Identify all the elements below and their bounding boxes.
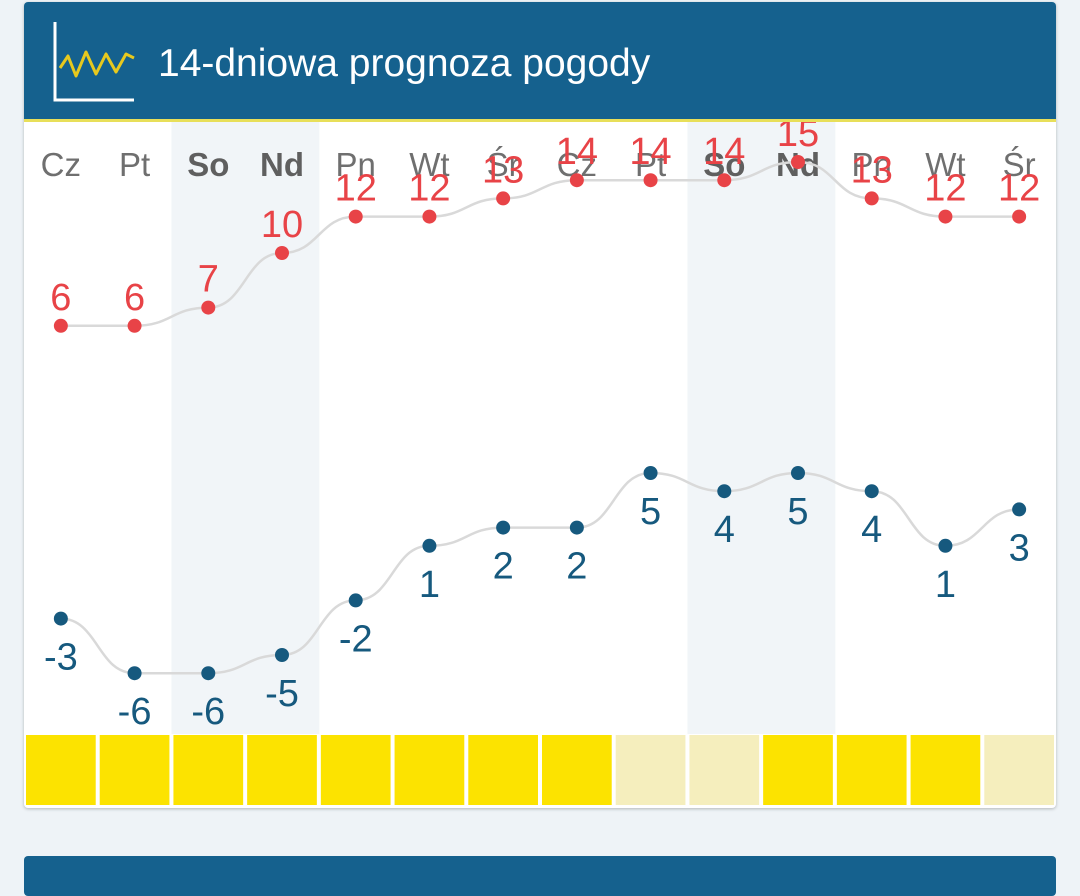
high-temp-label: 7 bbox=[198, 259, 219, 301]
low-temp-label: 3 bbox=[1009, 527, 1030, 569]
high-temp-point bbox=[569, 173, 584, 188]
low-temp-label: 2 bbox=[566, 546, 587, 588]
high-temp-label: 6 bbox=[124, 277, 145, 319]
high-temp-label: 14 bbox=[556, 131, 598, 173]
day-label: Nd bbox=[260, 146, 304, 183]
high-temp-label: 6 bbox=[50, 277, 71, 319]
high-temp-point bbox=[496, 191, 511, 206]
day-label: Pn bbox=[336, 146, 376, 183]
day-label: Pt bbox=[119, 146, 150, 183]
day-label: Śr bbox=[1003, 145, 1036, 183]
weekend-band bbox=[245, 122, 320, 734]
high-temp-label: 13 bbox=[851, 149, 893, 191]
high-temp-point bbox=[791, 155, 805, 169]
sunshine-cell-partial bbox=[984, 735, 1054, 805]
day-label: Pn bbox=[852, 146, 892, 183]
sunshine-cell-full bbox=[468, 735, 538, 805]
low-temp-label: 2 bbox=[493, 546, 514, 588]
low-temp-label: 1 bbox=[419, 564, 440, 606]
low-temp-point bbox=[348, 593, 363, 608]
high-temp-point bbox=[53, 318, 68, 333]
low-temp-point bbox=[275, 648, 289, 662]
weekend-band bbox=[687, 122, 762, 734]
weekend-band bbox=[171, 122, 246, 734]
low-temp-point bbox=[791, 466, 805, 480]
high-temp-line bbox=[60, 160, 1020, 328]
high-temp-label: 12 bbox=[924, 168, 966, 210]
high-temp-label: 13 bbox=[482, 149, 524, 191]
sunshine-cell-full bbox=[320, 735, 391, 805]
low-temp-point bbox=[569, 520, 584, 535]
high-temp-label: 12 bbox=[998, 168, 1040, 210]
sunshine-cell-full bbox=[173, 735, 244, 805]
sunshine-cell-partial bbox=[689, 735, 760, 805]
high-temp-point bbox=[422, 209, 437, 224]
day-label: So bbox=[187, 146, 229, 183]
low-temp-label: 1 bbox=[935, 564, 956, 606]
low-temp-label: -5 bbox=[265, 673, 299, 715]
day-label: Śr bbox=[487, 145, 520, 183]
high-temp-point bbox=[201, 300, 216, 315]
high-temp-label: 10 bbox=[261, 204, 303, 246]
sunshine-cell-partial bbox=[615, 735, 686, 805]
sunshine-cell-full bbox=[247, 735, 317, 805]
low-temp-label: 4 bbox=[861, 509, 882, 551]
high-temp-label: 12 bbox=[335, 168, 377, 210]
sunshine-cell-full bbox=[99, 735, 170, 805]
high-temp-point bbox=[275, 246, 289, 260]
low-temp-point bbox=[496, 520, 511, 535]
high-temp-point bbox=[348, 209, 363, 224]
day-label: Wt bbox=[409, 146, 449, 183]
forecast-card: 14-dniowa prognoza pogody Cz Pt So Nd Pn Wt Śr… bbox=[24, 2, 1056, 808]
low-temp-point bbox=[717, 484, 732, 499]
sunshine-cell-full bbox=[763, 735, 833, 805]
sunshine-cell-full bbox=[394, 735, 465, 805]
page-title: 14-dniowa prognoza pogody bbox=[158, 42, 651, 85]
high-temp-point bbox=[643, 173, 658, 188]
sunshine-cell-full bbox=[836, 735, 907, 805]
day-label: Cz bbox=[41, 146, 81, 183]
forecast-header: 14-dniowa prognoza pogody bbox=[24, 2, 1056, 122]
low-temp-label: -6 bbox=[118, 691, 152, 733]
low-temp-point bbox=[864, 484, 879, 499]
forecast-chart: CzPtSoNdPnWtŚrCzPtSoNdPnWtŚr 66710121213… bbox=[26, 122, 1054, 805]
low-temp-point bbox=[53, 611, 68, 626]
high-temp-point bbox=[717, 173, 732, 188]
high-temp-point bbox=[127, 318, 142, 333]
low-temp-label: 5 bbox=[640, 491, 661, 533]
next-section-card[interactable] bbox=[24, 856, 1056, 896]
weekend-band bbox=[761, 122, 836, 734]
high-temp-point bbox=[864, 191, 879, 206]
low-temp-label: -2 bbox=[339, 618, 373, 660]
low-temp-point bbox=[938, 538, 953, 553]
high-temp-label: 14 bbox=[629, 131, 671, 173]
high-temp-point bbox=[938, 209, 953, 224]
sunshine-cell-full bbox=[910, 735, 981, 805]
low-temp-point bbox=[422, 538, 437, 553]
chart-line-icon bbox=[53, 22, 135, 102]
sunshine-cell-full bbox=[542, 735, 612, 805]
high-temp-label: 14 bbox=[703, 131, 745, 173]
low-temp-label: 4 bbox=[714, 509, 735, 551]
sunshine-cell-full bbox=[26, 735, 96, 805]
low-temp-point bbox=[127, 666, 142, 681]
low-temp-point bbox=[643, 466, 658, 480]
low-temp-label: 5 bbox=[787, 491, 808, 533]
low-temp-label: -3 bbox=[44, 637, 78, 679]
high-temp-point bbox=[1012, 209, 1027, 224]
low-temp-label: -6 bbox=[191, 691, 225, 733]
day-label: Wt bbox=[925, 146, 965, 183]
high-temp-label: 15 bbox=[777, 122, 819, 155]
low-temp-point bbox=[201, 666, 216, 681]
high-temp-label: 12 bbox=[408, 168, 450, 210]
low-temp-point bbox=[1012, 502, 1027, 517]
